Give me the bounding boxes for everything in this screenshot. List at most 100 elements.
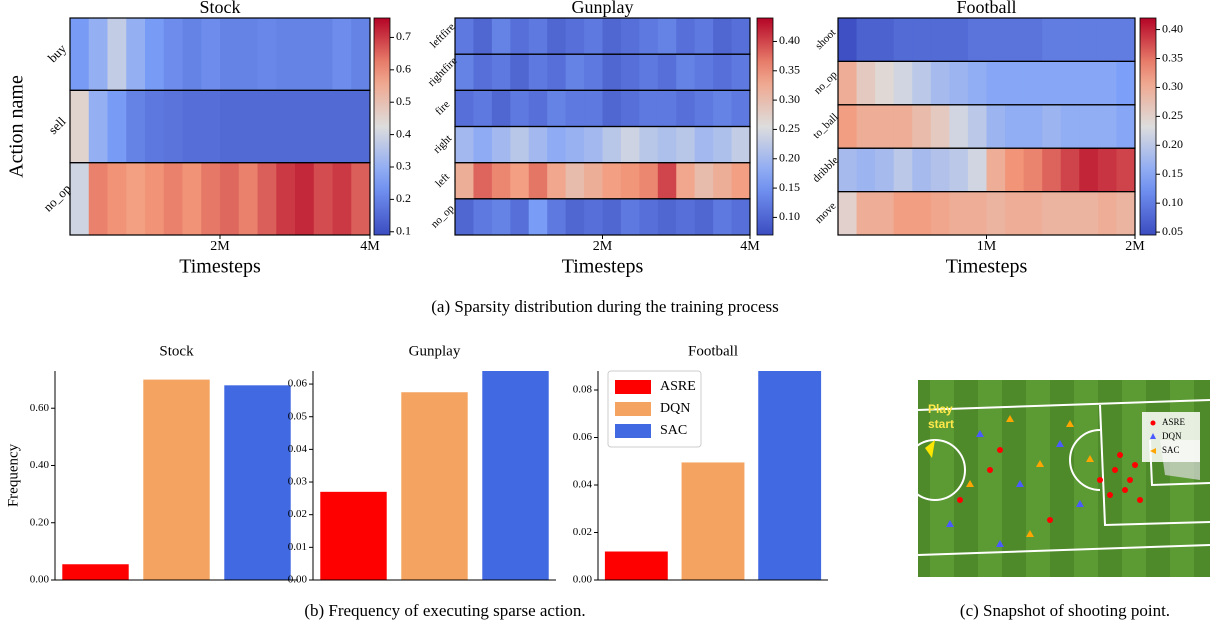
- x-tick-label: 2M: [210, 239, 230, 254]
- heatmap-cell: [1116, 148, 1136, 192]
- heatmap-cell: [967, 104, 987, 149]
- colorbar-tick-label: 0.7: [396, 29, 411, 43]
- heatmap-cell: [657, 198, 677, 235]
- heatmap-cell: [473, 54, 493, 91]
- colorbar: [1139, 17, 1157, 236]
- heatmap-cell: [238, 18, 258, 91]
- heatmap-cell: [620, 198, 640, 235]
- heatmap-cell: [912, 61, 932, 105]
- heatmap-cell: [491, 54, 511, 91]
- heatmap-cell: [584, 162, 603, 199]
- heatmap-cell: [694, 126, 714, 163]
- heatmap-cell: [713, 162, 733, 199]
- y-tick-label: 0.03: [288, 476, 308, 488]
- heatmap-cell: [694, 162, 714, 199]
- y-axis-title: Frequency: [5, 443, 21, 507]
- y-tick-label: 0.04: [288, 443, 308, 455]
- heatmap-cell: [455, 90, 474, 127]
- heatmap-cell: [657, 90, 677, 127]
- heatmap-cell: [547, 54, 567, 91]
- heatmap-cell: [986, 61, 1006, 105]
- row-label: no_op: [429, 202, 457, 230]
- heatmap-cell: [602, 90, 622, 127]
- heatmap-cell: [257, 18, 277, 91]
- heatmap-cell: [313, 162, 333, 235]
- play-label: Play: [928, 402, 953, 416]
- heatmap-cell: [1079, 148, 1099, 192]
- bar: [401, 392, 468, 580]
- heatmap-cell: [912, 191, 932, 235]
- heatmap-cell: [491, 18, 511, 55]
- heatmap-cell: [1005, 148, 1025, 192]
- heatmap-cell: [713, 18, 733, 55]
- heatmap-cell: [510, 198, 530, 235]
- legend-label: DQN: [660, 401, 690, 416]
- colorbar-tick-label: 0.35: [1162, 50, 1183, 64]
- heatmap-cell: [967, 18, 987, 62]
- colorbar: [756, 17, 774, 236]
- heatmap-cell: [620, 90, 640, 127]
- heatmap-cell: [584, 198, 603, 235]
- heatmap-cell: [949, 61, 969, 105]
- x-tick-label: 4M: [360, 239, 380, 254]
- heatmap-cell: [713, 54, 733, 91]
- colorbar-tick-label: 0.6: [396, 62, 411, 76]
- heatmap-cell: [838, 18, 858, 62]
- heatmap-cell: [201, 90, 221, 163]
- heatmap-cell: [893, 148, 913, 192]
- heatmap-cell: [1005, 18, 1025, 62]
- heatmap-cell: [676, 90, 696, 127]
- colorbar: [373, 17, 391, 236]
- heatmap-cell: [584, 18, 603, 55]
- heatmap-cell: [1042, 61, 1062, 105]
- colorbar-tick-label: 0.3: [396, 159, 411, 173]
- heatmap-cell: [182, 162, 202, 235]
- legend-label: SAC: [1162, 445, 1180, 455]
- heatmap-cell: [491, 126, 511, 163]
- heatmap-cell: [126, 162, 146, 235]
- heatmap-cell: [838, 61, 858, 105]
- heatmap-cell: [238, 90, 258, 163]
- heatmap-cell: [1023, 104, 1043, 149]
- heatmap-cell: [547, 126, 567, 163]
- colorbar-tick-label: 0.30: [1162, 79, 1183, 93]
- heatmap-cell: [584, 126, 603, 163]
- heatmap-cell: [332, 162, 352, 235]
- heatmap-cell: [528, 126, 548, 163]
- heatmap-cell: [967, 61, 987, 105]
- heatmap-cell: [838, 104, 858, 149]
- row-label: buy: [45, 41, 70, 66]
- heatmap-cell: [912, 148, 932, 192]
- heatmap-cell: [528, 54, 548, 91]
- heatmap-cell: [584, 54, 603, 91]
- heatmap-cell: [163, 18, 183, 91]
- heatmap-cell: [107, 162, 127, 235]
- heatmap-cell: [565, 18, 585, 55]
- heatmap-cell: [547, 18, 567, 55]
- heatmap-cell: [856, 18, 876, 62]
- bar: [320, 491, 387, 580]
- row-label: left: [433, 171, 452, 190]
- heatmap-cell: [528, 162, 548, 199]
- heatmap-cell: [351, 162, 371, 235]
- heatmap-cell: [455, 198, 474, 235]
- heatmap-cell: [565, 198, 585, 235]
- heatmap-cell: [1042, 148, 1062, 192]
- heatmap-cell: [986, 104, 1006, 149]
- heatmap-cell: [893, 61, 913, 105]
- colorbar-tick-label: 0.20: [1162, 137, 1183, 151]
- heatmap-cell: [510, 126, 530, 163]
- heatmap-cell: [332, 90, 352, 163]
- bar: [604, 551, 668, 580]
- x-axis-title: Timesteps: [179, 256, 261, 278]
- heatmap-cell: [639, 54, 659, 91]
- heatmap-cell: [620, 162, 640, 199]
- arrow: [925, 440, 935, 458]
- heatmap-cell: [731, 18, 751, 55]
- colorbar-tick-label: 0.25: [779, 121, 800, 135]
- heatmap-cell: [1079, 61, 1099, 105]
- heatmap-cell: [1060, 148, 1080, 192]
- heatmap-cell: [491, 90, 511, 127]
- colorbar-tick-label: 0.5: [396, 94, 411, 108]
